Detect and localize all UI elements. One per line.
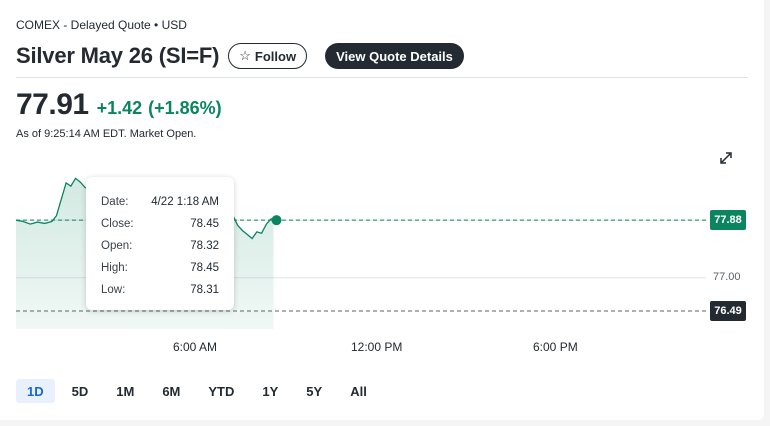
tooltip-row-date: Date: 4/22 1:18 AM: [101, 196, 219, 208]
follow-label: Follow: [254, 48, 297, 64]
previous-close-tag: 76.49: [710, 301, 746, 322]
range-6m-button[interactable]: 6M: [151, 379, 191, 403]
current-price-tag: 77.88: [710, 210, 746, 231]
quote-card: COMEX - Delayed Quote • USD Silver May 2…: [15, 18, 748, 403]
follow-button[interactable]: ☆ Follow: [228, 43, 308, 69]
x-axis-label-12pm: 12:00 PM: [351, 340, 403, 354]
range-1m-button[interactable]: 1M: [105, 379, 145, 403]
price-change: +1.42: [96, 98, 143, 118]
view-quote-details-button[interactable]: View Quote Details: [325, 43, 464, 69]
range-all-button[interactable]: All: [339, 379, 378, 403]
star-outline-icon: ☆: [239, 48, 251, 63]
x-axis-label-6pm: 6:00 PM: [533, 340, 578, 354]
tooltip-row-open: Open: 78.32: [101, 240, 219, 252]
range-selector: 1D 5D 1M 6M YTD 1Y 5Y All: [16, 379, 384, 403]
x-axis-label-6am: 6:00 AM: [173, 340, 218, 354]
current-price: 77.91: [16, 88, 89, 121]
chart-tooltip: Date: 4/22 1:18 AM Close: 78.45 Open: 78…: [86, 177, 234, 310]
tooltip-row-close: Close: 78.45: [101, 218, 219, 230]
expand-arrows-icon[interactable]: [718, 150, 734, 166]
range-5y-button[interactable]: 5Y: [295, 379, 333, 403]
header-divider: [16, 77, 748, 78]
tooltip-row-low: Low: 78.31: [101, 284, 219, 296]
price-row: 77.91 +1.42 (+1.86%): [16, 88, 222, 122]
range-1d-button[interactable]: 1D: [16, 379, 55, 403]
y-axis-label: 77.00: [713, 270, 741, 283]
current-price-dot: [271, 215, 282, 226]
price-change-percent: (+1.86%): [148, 98, 222, 118]
title-row: Silver May 26 (SI=F) ☆ Follow View Quote…: [16, 41, 464, 71]
page-title: Silver May 26 (SI=F): [16, 43, 220, 68]
exchange-label: COMEX - Delayed Quote • USD: [16, 18, 187, 32]
range-5d-button[interactable]: 5D: [61, 379, 100, 403]
range-ytd-button[interactable]: YTD: [197, 379, 245, 403]
tooltip-row-high: High: 78.45: [101, 262, 219, 274]
range-1y-button[interactable]: 1Y: [251, 379, 289, 403]
as-of-timestamp: As of 9:25:14 AM EDT. Market Open.: [16, 128, 197, 140]
